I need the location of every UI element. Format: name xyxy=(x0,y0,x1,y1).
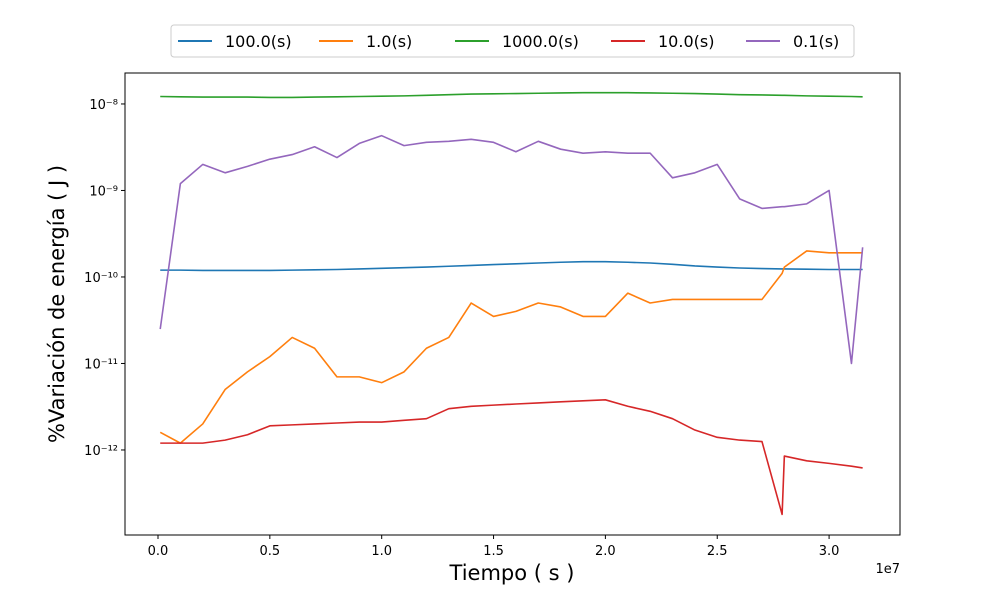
x-tick-label: 0.0 xyxy=(148,544,169,559)
x-offset-label: 1e7 xyxy=(875,562,900,577)
y-tick-label: 10⁻⁹ xyxy=(89,184,118,199)
series-line xyxy=(160,91,863,99)
series-line xyxy=(160,260,863,272)
legend-box xyxy=(170,24,855,58)
legend-label: 10.0(s) xyxy=(658,32,714,51)
x-tick-label: 1.0 xyxy=(371,544,392,559)
x-axis-label: Tiempo ( s ) xyxy=(449,561,575,585)
x-tick-label: 0.5 xyxy=(260,544,281,559)
legend-label: 1.0(s) xyxy=(366,32,412,51)
y-tick-label: 10⁻¹² xyxy=(84,444,118,459)
legend-label: 1000.0(s) xyxy=(502,32,579,51)
legend-label: 100.0(s) xyxy=(225,32,292,51)
plot-frame xyxy=(124,72,901,536)
y-axis-label: %Variación de energía ( J ) xyxy=(45,165,69,443)
series-line xyxy=(159,250,863,444)
series-line xyxy=(160,399,863,516)
x-tick-label: 3.0 xyxy=(819,544,840,559)
y-tick-label: 10⁻⁸ xyxy=(89,98,118,113)
x-tick-label: 2.0 xyxy=(595,544,616,559)
x-tick-label: 2.5 xyxy=(707,544,728,559)
y-tick-label: 10⁻¹⁰ xyxy=(84,271,118,286)
y-tick-label: 10⁻¹¹ xyxy=(84,357,118,372)
series-line xyxy=(159,134,864,365)
x-tick-label: 1.5 xyxy=(483,544,504,559)
legend-label: 0.1(s) xyxy=(793,32,839,51)
